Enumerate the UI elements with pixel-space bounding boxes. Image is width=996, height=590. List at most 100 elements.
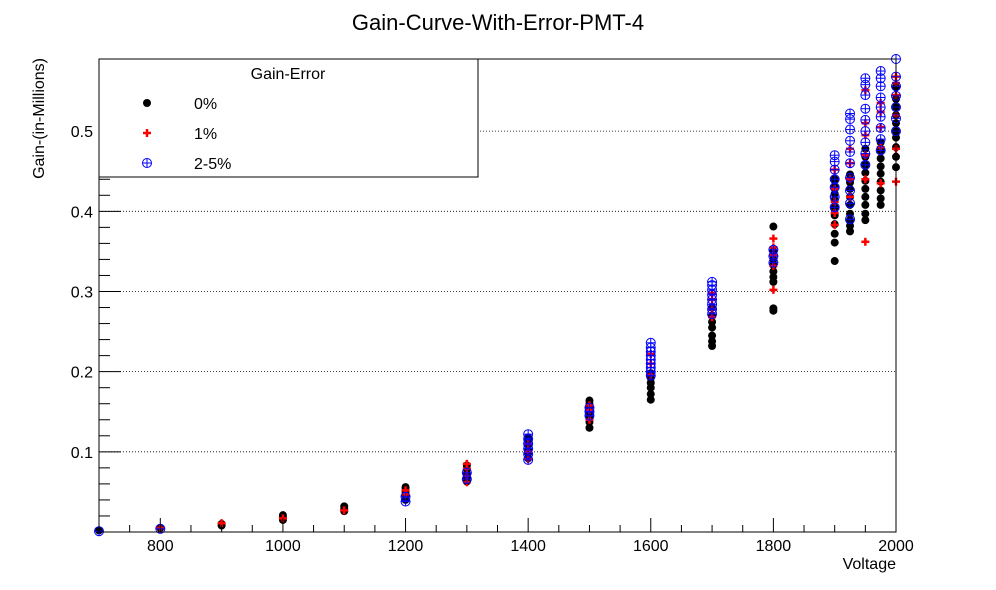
data-point — [861, 209, 870, 218]
axes: 800 1000 1200 1400 1600 1800 2000 0.1 0.2 0.3 0.4 0… — [71, 58, 914, 555]
data-point — [769, 267, 778, 276]
data-point — [830, 220, 839, 229]
x-tick-label-3: 1400 — [510, 538, 546, 555]
data-point — [708, 323, 717, 332]
data-point — [876, 169, 885, 178]
data-point — [860, 148, 871, 159]
data-point — [829, 150, 840, 161]
data-point — [846, 209, 855, 218]
data-point — [845, 198, 856, 209]
data-point — [875, 122, 886, 133]
data-point — [340, 506, 349, 515]
legend-label-2: 2-5% — [194, 156, 231, 173]
legend-label-1: 1% — [194, 126, 217, 143]
data-point — [875, 145, 886, 156]
legend-title: Gain-Error — [251, 66, 326, 83]
y-axis-label: Gain-(in-Millions) — [31, 58, 48, 179]
data-point — [645, 337, 656, 348]
data-point — [708, 331, 717, 340]
data-point — [707, 276, 718, 287]
data-point — [829, 174, 840, 185]
data-point — [830, 238, 839, 247]
series-2 — [94, 54, 901, 537]
grid-lines — [99, 130, 896, 453]
data-point — [769, 222, 778, 231]
data-point — [875, 111, 886, 122]
data-point — [860, 73, 871, 84]
data-point — [708, 317, 717, 326]
data-point — [585, 396, 594, 405]
data-point — [861, 184, 870, 193]
data-point — [584, 402, 595, 413]
data-point — [876, 179, 885, 188]
x-tick-label-6: 2000 — [878, 538, 914, 555]
data-point — [875, 134, 886, 145]
y-tick-label-3: 0.4 — [71, 204, 93, 221]
data-point — [861, 200, 870, 209]
data-point — [861, 216, 870, 225]
data-point — [861, 175, 870, 184]
legend-entries: 0% 1% 2-5% — [142, 96, 231, 173]
data-point — [340, 502, 349, 511]
data-point — [876, 154, 885, 163]
x-tick-label-4: 1600 — [633, 538, 669, 555]
data-point — [829, 202, 840, 213]
data-point — [861, 192, 870, 201]
data-point — [523, 429, 534, 440]
data-point — [769, 273, 778, 282]
data-point — [860, 90, 871, 101]
y-tick-label-2: 0.3 — [71, 284, 93, 301]
data-point — [860, 103, 871, 114]
data-point — [875, 66, 886, 77]
x-tick-label-1: 1000 — [265, 538, 301, 555]
legend-label-0: 0% — [194, 96, 217, 113]
data-point — [462, 459, 471, 468]
data-point — [861, 237, 870, 246]
data-point — [845, 214, 856, 225]
data-point — [875, 92, 886, 103]
legend-marker-2 — [142, 158, 152, 168]
chart-title: Gain-Curve-With-Error-PMT-4 — [352, 10, 644, 35]
data-point — [830, 257, 839, 266]
data-point — [768, 244, 779, 255]
x-tick-label-5: 1800 — [756, 538, 792, 555]
data-point — [769, 285, 778, 294]
data-point — [860, 126, 871, 137]
y-tick-label-0: 0.1 — [71, 445, 93, 462]
y-tick-label-1: 0.2 — [71, 365, 93, 382]
data-point — [860, 159, 871, 170]
data-point — [400, 491, 411, 502]
data-point — [860, 137, 871, 148]
data-point — [861, 168, 870, 177]
data-point — [461, 467, 472, 478]
data-point — [876, 194, 885, 203]
data-point — [876, 162, 885, 171]
data-point — [585, 423, 594, 432]
legend-box — [98, 58, 479, 178]
data-point — [769, 304, 778, 313]
data-point — [876, 200, 885, 209]
data-point — [829, 191, 840, 202]
data-point — [845, 185, 856, 196]
data-point — [876, 186, 885, 195]
data-point — [845, 124, 856, 135]
data-point — [830, 229, 839, 238]
data-point — [845, 108, 856, 119]
data-point — [646, 390, 655, 399]
legend: Gain-Error 0% 1% 2-5% — [98, 58, 479, 178]
x-tick-label-2: 1200 — [388, 538, 424, 555]
legend-marker-1 — [143, 129, 151, 137]
legend-marker-0 — [143, 99, 151, 107]
data-point — [769, 234, 778, 243]
data-point — [846, 227, 855, 236]
x-tick-label-0: 800 — [147, 538, 174, 555]
data-point — [845, 158, 856, 169]
x-axis-label: Voltage — [843, 556, 896, 573]
data-point — [875, 102, 886, 113]
data-point — [845, 135, 856, 146]
y-tick-label-4: 0.5 — [71, 124, 93, 141]
data-point — [845, 172, 856, 183]
data-point — [860, 114, 871, 125]
data-point — [646, 395, 655, 404]
